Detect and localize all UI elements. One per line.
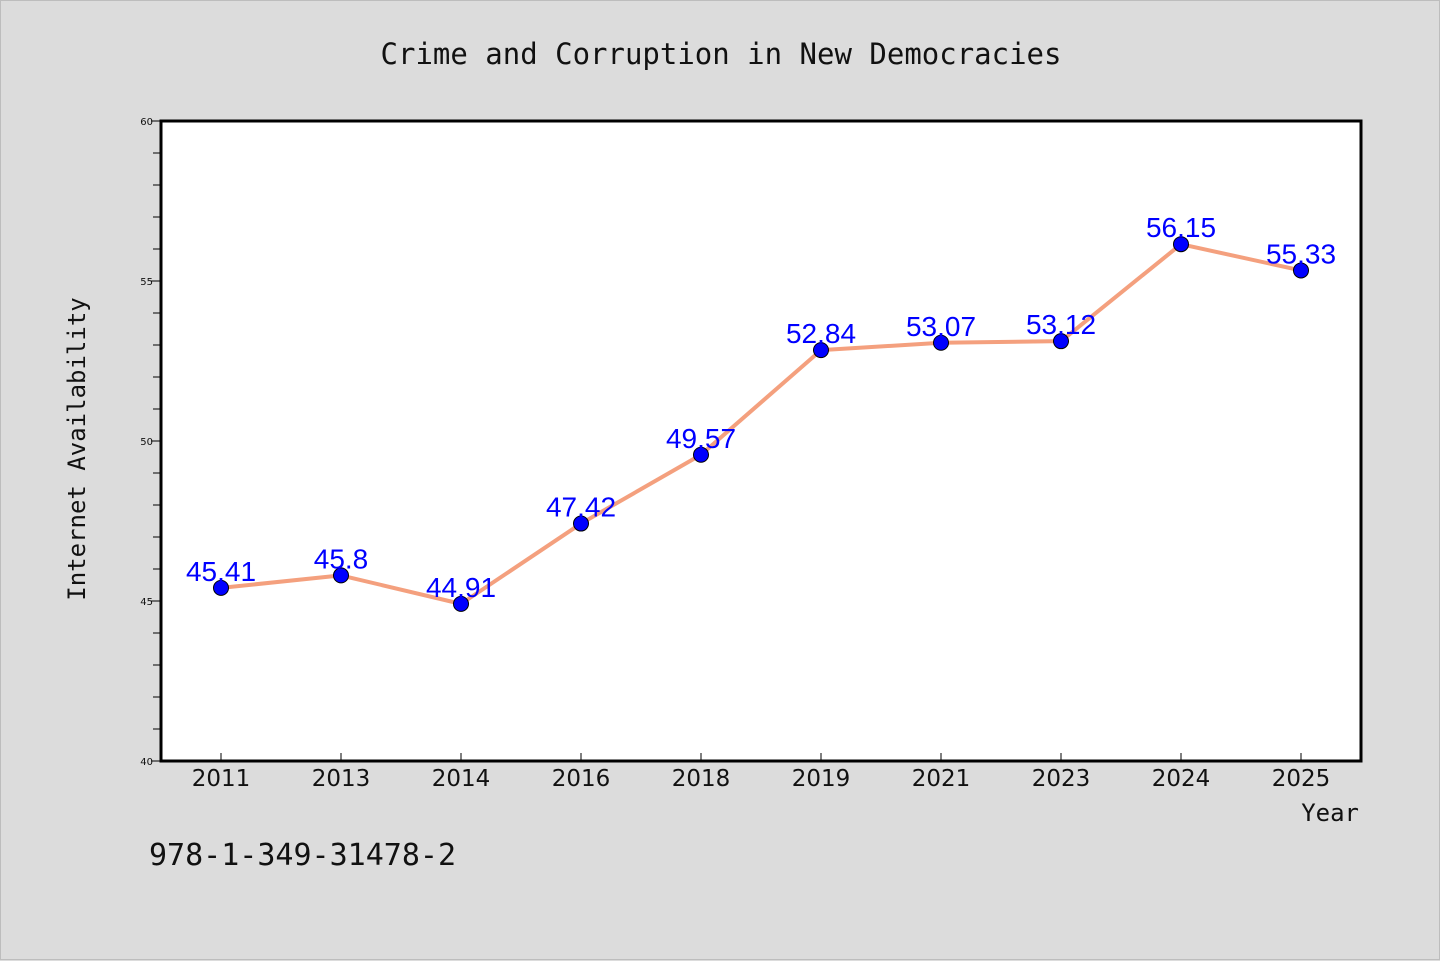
data-label: 45.41 <box>186 556 256 587</box>
data-label: 45.8 <box>314 543 369 574</box>
data-point <box>1173 236 1189 253</box>
y-axis-label: Internet Availability <box>63 297 91 600</box>
plot-frame <box>159 119 1363 763</box>
data-labels-group: 45.41 45.8 44.91 47.42 49.57 52.84 53.07 53.12 5… <box>186 212 1336 603</box>
data-point <box>453 595 469 612</box>
x-tick-label: 2024 <box>1152 766 1211 792</box>
x-tick-label: 2013 <box>312 766 371 792</box>
data-point <box>573 515 589 532</box>
markers-group <box>213 236 1309 612</box>
data-label: 53.12 <box>1026 309 1096 340</box>
x-tick-label: 2011 <box>192 766 251 792</box>
y-tick-label: 55 <box>140 277 153 288</box>
x-axis-label: Year <box>1301 799 1359 827</box>
data-label: 56.15 <box>1146 212 1216 243</box>
x-tick-label: 2025 <box>1272 766 1331 792</box>
data-point <box>693 446 709 463</box>
x-tick-label: 2019 <box>792 766 851 792</box>
data-label: 55.33 <box>1266 238 1336 269</box>
data-label: 44.91 <box>426 572 496 603</box>
data-label: 47.42 <box>546 492 616 523</box>
y-tick-label: 45 <box>140 597 153 608</box>
y-axis: 40 45 50 55 60 <box>140 117 161 768</box>
series-line-group <box>220 242 1302 606</box>
data-label: 49.57 <box>666 423 736 454</box>
data-point <box>333 567 349 584</box>
data-point <box>1293 262 1309 279</box>
series-line <box>220 242 1302 606</box>
x-tick-label: 2014 <box>432 766 491 792</box>
y-tick-label: 60 <box>140 117 153 128</box>
x-tick-label: 2021 <box>912 766 971 792</box>
y-tick-label: 40 <box>140 757 153 768</box>
x-tick-label: 2023 <box>1032 766 1091 792</box>
data-label: 52.84 <box>786 318 856 349</box>
x-tick-label: 2018 <box>672 766 731 792</box>
footer-isbn: 978-1-349-31478-2 <box>149 838 456 873</box>
data-label: 53.07 <box>906 311 976 342</box>
chart-title: Crime and Corruption in New Democracies <box>381 37 1062 71</box>
data-point <box>813 342 829 359</box>
x-axis: 2011 2013 2014 2016 2018 2019 2021 2023 2024 2025 <box>192 753 1331 792</box>
data-point <box>213 579 229 596</box>
plot-area <box>161 121 1361 761</box>
y-tick-label: 50 <box>140 437 153 448</box>
data-point <box>933 334 949 351</box>
x-tick-label: 2016 <box>552 766 611 792</box>
data-point <box>1053 333 1069 350</box>
